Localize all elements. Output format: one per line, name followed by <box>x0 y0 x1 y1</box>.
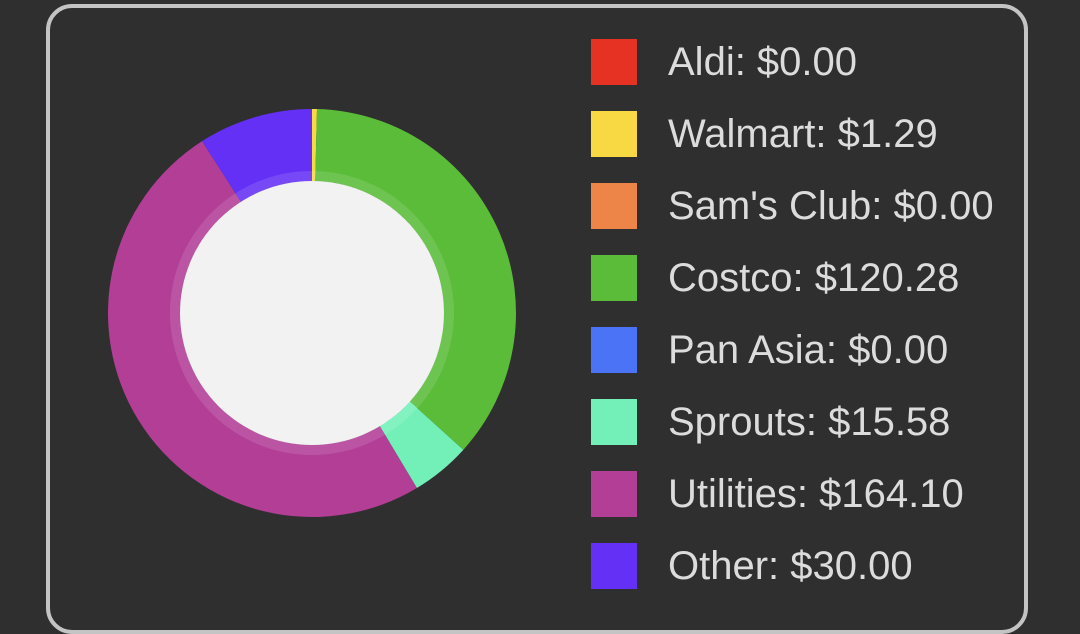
legend-label-utilities: Utilities: $164.10 <box>668 472 964 516</box>
slice-costco <box>315 109 516 450</box>
legend-item-sprouts: Sprouts: $15.58 <box>591 398 950 446</box>
legend-label-aldi: Aldi: $0.00 <box>668 40 858 84</box>
slice-walmart-inner-band <box>312 171 316 182</box>
legend-swatch-utilities <box>591 471 637 517</box>
slice-utilities <box>108 141 417 517</box>
legend-label-sam-s-club: Sam's Club: $0.00 <box>668 184 994 228</box>
donut-hole <box>180 181 444 445</box>
slice-walmart <box>312 109 317 182</box>
legend-swatch-other <box>591 543 637 589</box>
slice-other-inner-band <box>235 171 312 202</box>
legend-item-pan-asia: Pan Asia: $0.00 <box>591 326 948 374</box>
legend-swatch-sam-s-club <box>591 183 637 229</box>
slice-costco-inner-band <box>315 171 454 409</box>
legend-swatch-costco <box>591 255 637 301</box>
legend-item-sam-s-club: Sam's Club: $0.00 <box>591 182 994 230</box>
legend-label-walmart: Walmart: $1.29 <box>668 112 938 156</box>
legend-swatch-walmart <box>591 111 637 157</box>
legend-item-other: Other: $30.00 <box>591 542 913 590</box>
legend-item-walmart: Walmart: $1.29 <box>591 110 938 158</box>
donut-chart <box>108 109 516 517</box>
donut-slices <box>108 109 516 517</box>
legend-swatch-aldi <box>591 39 637 85</box>
legend-item-utilities: Utilities: $164.10 <box>591 470 964 518</box>
legend-label-pan-asia: Pan Asia: $0.00 <box>668 328 949 372</box>
legend-label-other: Other: $30.00 <box>668 544 913 588</box>
legend-swatch-pan-asia <box>591 327 637 373</box>
legend-item-aldi: Aldi: $0.00 <box>591 38 857 86</box>
slice-sprouts-inner-band <box>379 401 418 435</box>
legend-label-costco: Costco: $120.28 <box>668 256 960 300</box>
legend-label-sprouts: Sprouts: $15.58 <box>668 400 951 444</box>
legend-swatch-sprouts <box>591 399 637 445</box>
legend-item-costco: Costco: $120.28 <box>591 254 959 302</box>
